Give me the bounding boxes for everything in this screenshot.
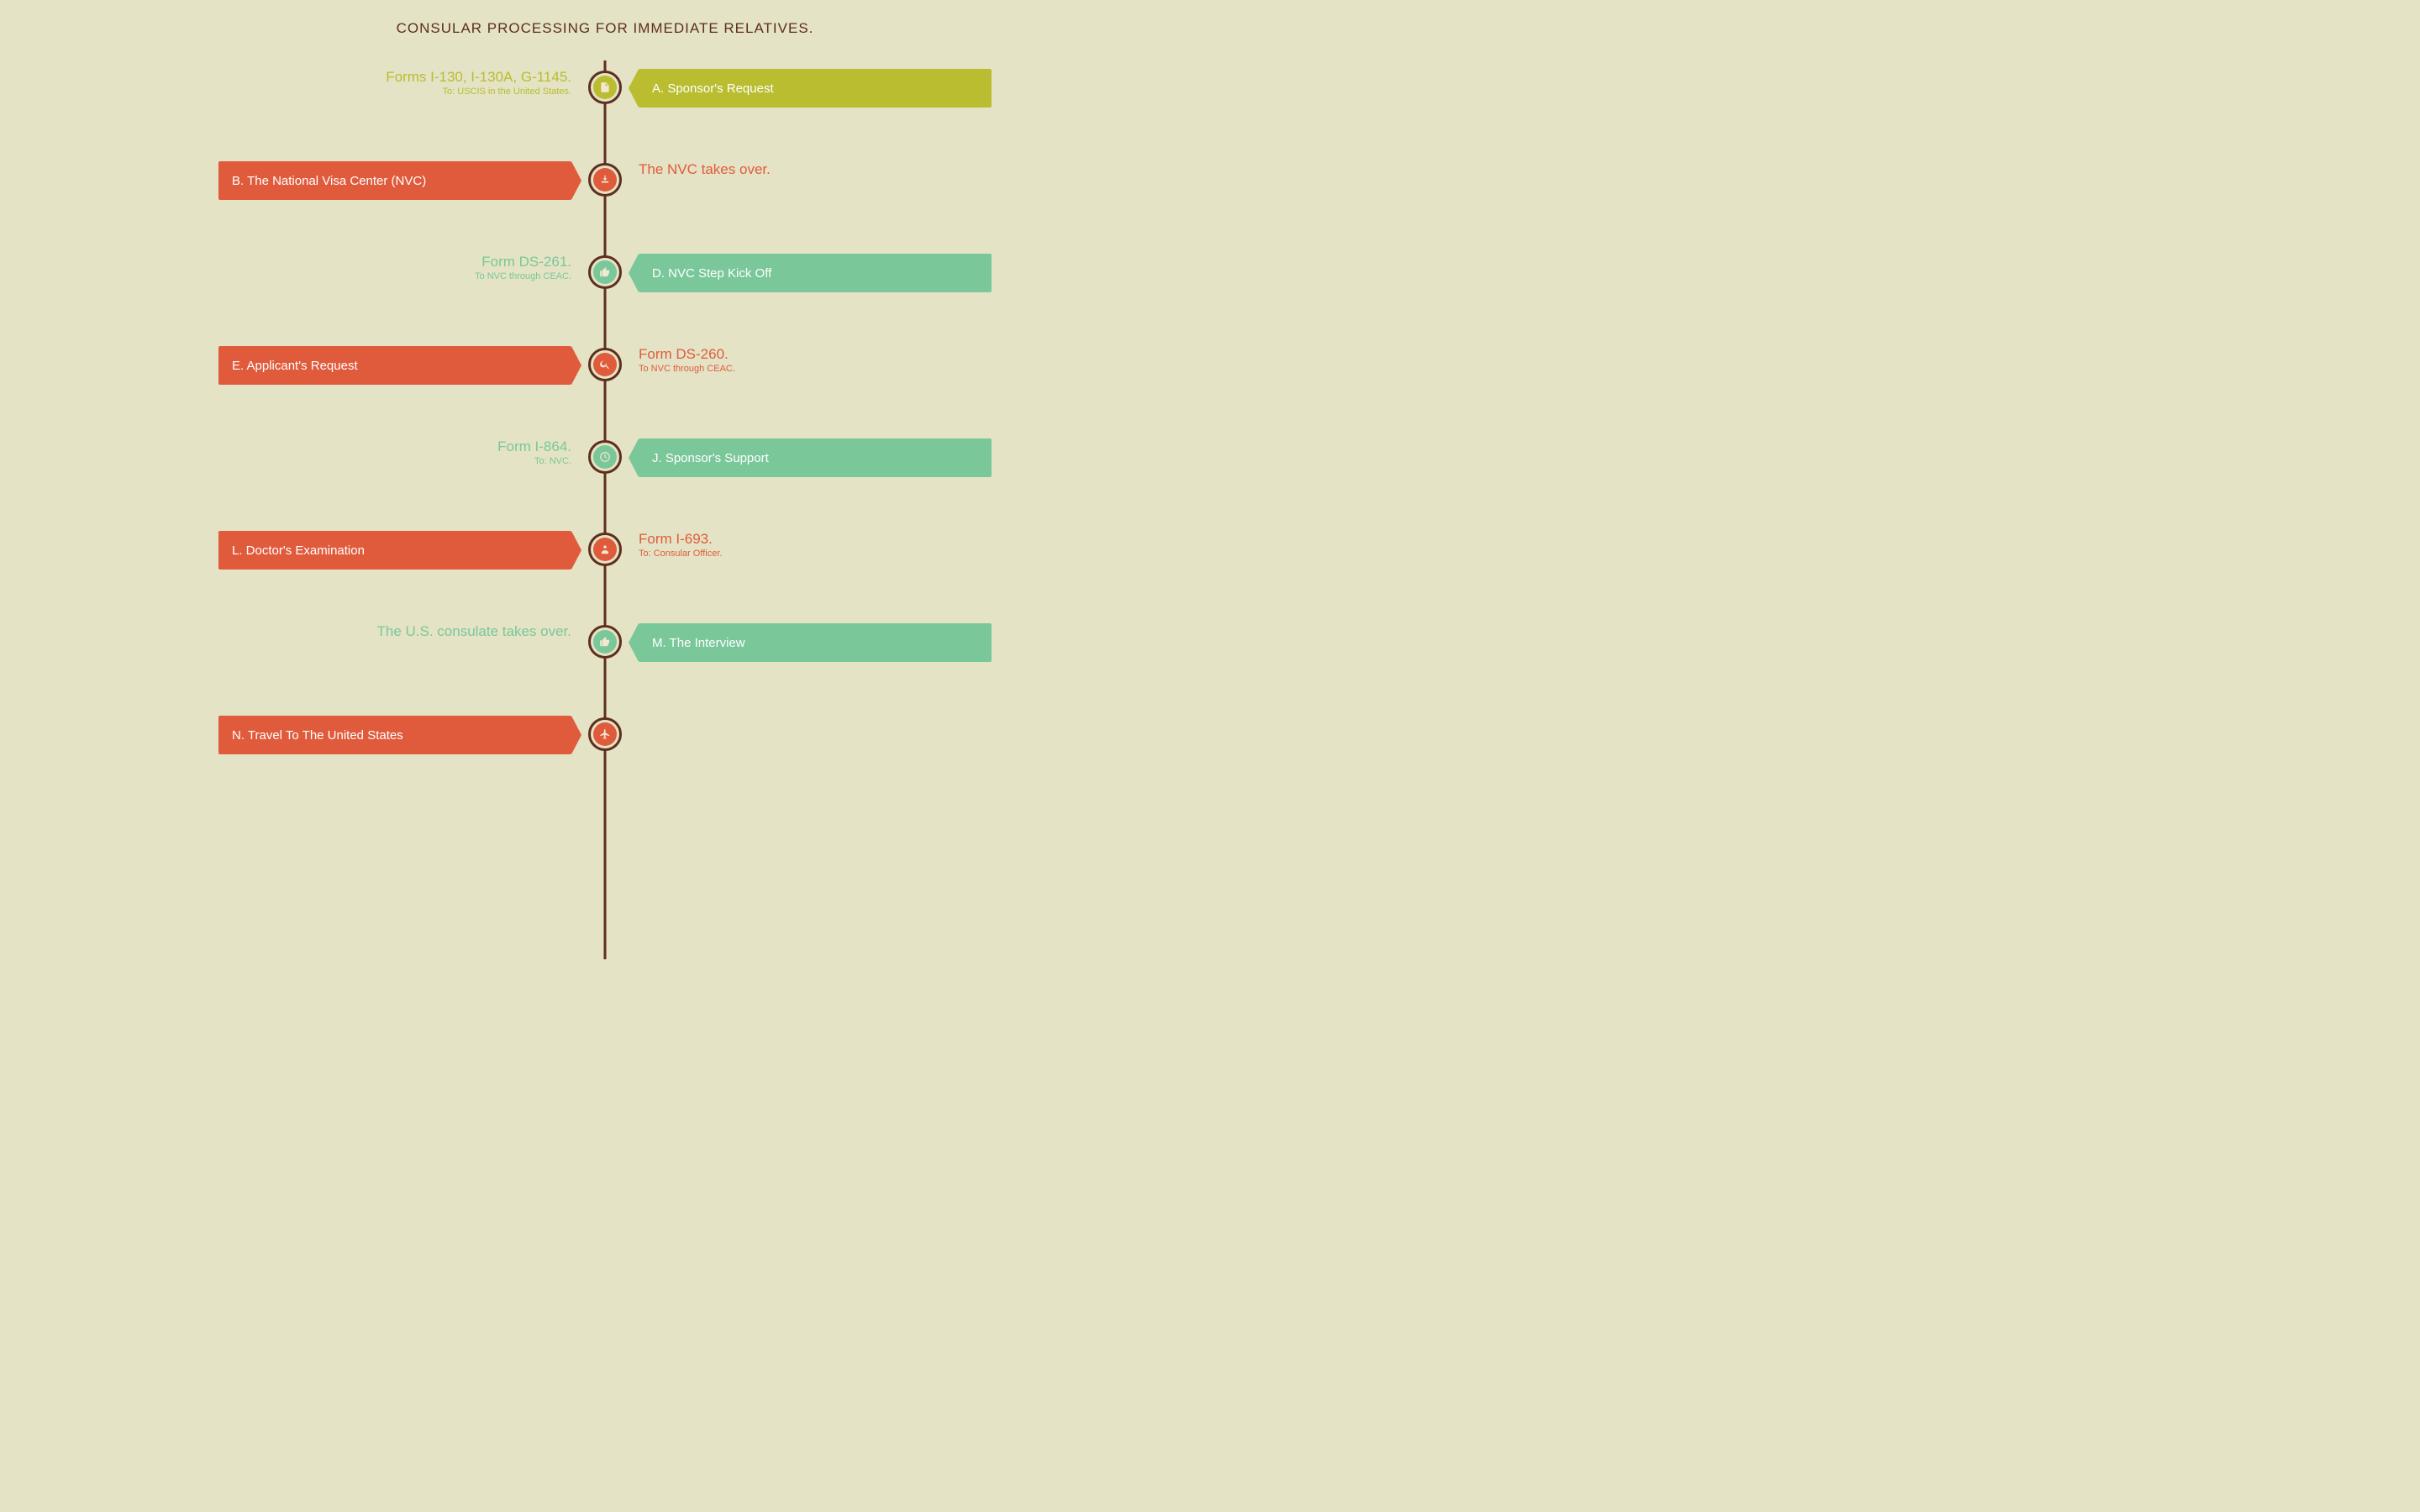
step-text: The U.S. consulate takes over.	[252, 623, 571, 640]
doctor-icon	[593, 538, 617, 561]
step-box-label: E. Applicant's Request	[232, 359, 358, 373]
step-text-main: Form DS-261.	[252, 254, 571, 270]
timeline-node	[588, 255, 622, 289]
timeline-step: N. Travel To The United States	[0, 707, 1210, 791]
step-box: E. Applicant's Request	[218, 346, 571, 385]
timeline-node	[588, 440, 622, 474]
timeline: A. Sponsor's Request Forms I-130, I-130A,…	[0, 60, 1210, 791]
timeline-step: A. Sponsor's Request Forms I-130, I-130A,…	[0, 60, 1210, 144]
step-text-main: The U.S. consulate takes over.	[252, 623, 571, 640]
search-icon	[593, 353, 617, 376]
step-text-main: Form I-693.	[639, 531, 958, 548]
step-text-sub: To: NVC.	[252, 456, 571, 466]
step-box: L. Doctor's Examination	[218, 531, 571, 570]
step-box-label: L. Doctor's Examination	[232, 543, 365, 558]
timeline-node	[588, 348, 622, 381]
timeline-step: D. NVC Step Kick Off Form DS-261.To NVC t…	[0, 245, 1210, 329]
timeline-step: B. The National Visa Center (NVC) The NVC…	[0, 153, 1210, 237]
file-icon	[593, 76, 617, 99]
plane-icon	[593, 722, 617, 746]
timeline-node	[588, 533, 622, 566]
step-text: Forms I-130, I-130A, G-1145.To: USCIS in…	[252, 69, 571, 97]
thumb-icon	[593, 630, 617, 654]
step-box-label: B. The National Visa Center (NVC)	[232, 174, 426, 188]
step-text-main: Form I-864.	[252, 438, 571, 455]
download-icon	[593, 168, 617, 192]
step-text-sub: To: Consular Officer.	[639, 549, 958, 559]
timeline-node	[588, 71, 622, 104]
step-box-label: M. The Interview	[652, 636, 745, 650]
step-box-label: N. Travel To The United States	[232, 728, 403, 743]
step-box: M. The Interview	[639, 623, 992, 662]
step-text-sub: To NVC through CEAC.	[252, 271, 571, 281]
timeline-step: E. Applicant's Request Form DS-260.To NVC…	[0, 338, 1210, 422]
step-text-sub: To NVC through CEAC.	[639, 364, 958, 374]
timeline-step: M. The Interview The U.S. consulate takes…	[0, 615, 1210, 699]
timeline-step: L. Doctor's Examination Form I-693.To: Co…	[0, 522, 1210, 606]
step-text: Form I-693.To: Consular Officer.	[639, 531, 958, 559]
step-box: J. Sponsor's Support	[639, 438, 992, 477]
step-box-label: A. Sponsor's Request	[652, 81, 774, 96]
clock-icon	[593, 445, 617, 469]
step-box: A. Sponsor's Request	[639, 69, 992, 108]
step-text-sub: To: USCIS in the United States.	[252, 87, 571, 97]
infographic-container: CONSULAR PROCESSING FOR IMMEDIATE RELATI…	[0, 0, 1210, 791]
step-text-main: The NVC takes over.	[639, 161, 958, 178]
step-box-label: J. Sponsor's Support	[652, 451, 769, 465]
timeline-node	[588, 717, 622, 751]
step-box: B. The National Visa Center (NVC)	[218, 161, 571, 200]
step-text: The NVC takes over.	[639, 161, 958, 178]
step-text: Form I-864.To: NVC.	[252, 438, 571, 466]
step-text-main: Forms I-130, I-130A, G-1145.	[252, 69, 571, 86]
timeline-step: J. Sponsor's Support Form I-864.To: NVC.	[0, 430, 1210, 514]
step-text: Form DS-260.To NVC through CEAC.	[639, 346, 958, 374]
step-box-label: D. NVC Step Kick Off	[652, 266, 771, 281]
thumb-icon	[593, 260, 617, 284]
step-text-main: Form DS-260.	[639, 346, 958, 363]
timeline-node	[588, 163, 622, 197]
timeline-node	[588, 625, 622, 659]
step-box: D. NVC Step Kick Off	[639, 254, 992, 292]
step-box: N. Travel To The United States	[218, 716, 571, 754]
page-title: CONSULAR PROCESSING FOR IMMEDIATE RELATI…	[0, 20, 1210, 37]
step-text: Form DS-261.To NVC through CEAC.	[252, 254, 571, 281]
